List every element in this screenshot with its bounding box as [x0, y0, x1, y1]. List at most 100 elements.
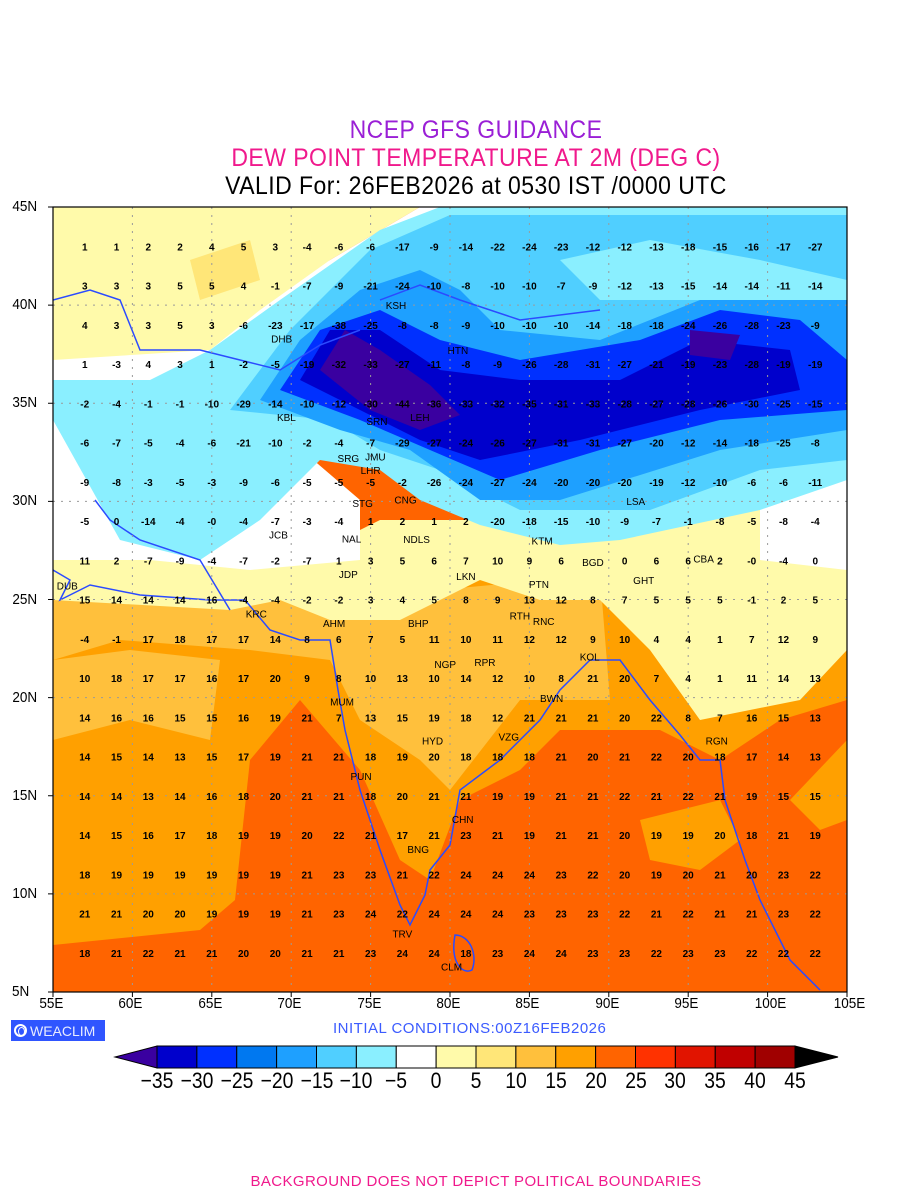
grid-value: -15 [713, 242, 728, 253]
grid-value: -16 [744, 242, 759, 253]
grid-value: 11 [79, 556, 90, 567]
grid-value: -14 [808, 282, 823, 293]
station-label: LEH [410, 413, 429, 424]
grid-value: 17 [238, 635, 250, 646]
grid-value: 21 [619, 753, 631, 764]
grid-value: 21 [556, 713, 568, 724]
grid-value: -4 [334, 517, 343, 528]
grid-value: 5 [241, 242, 247, 253]
grid-value: 10 [365, 674, 377, 685]
boundaries-disclaimer: BACKGROUND DOES NOT DEPICT POLITICAL BOU… [250, 1173, 702, 1190]
grid-value: 23 [460, 831, 472, 842]
grid-value: 11 [746, 674, 757, 685]
grid-value: 18 [79, 949, 91, 960]
grid-value: 12 [556, 635, 568, 646]
station-label: BGD [582, 558, 604, 569]
grid-value: 23 [556, 910, 568, 921]
grid-value: 10 [619, 635, 631, 646]
grid-value: -2 [398, 478, 407, 489]
station-label: MUM [330, 697, 354, 708]
grid-value: 6 [654, 556, 660, 567]
grid-value: 14 [778, 674, 790, 685]
lat-label: 45N [12, 198, 38, 215]
grid-value: 21 [79, 910, 91, 921]
grid-value: -7 [303, 556, 312, 567]
station-label: RGN [706, 737, 728, 748]
grid-value: 18 [460, 753, 472, 764]
colorbar-label: 5 [470, 1068, 482, 1093]
grid-value: -6 [747, 478, 756, 489]
grid-value: -7 [652, 517, 661, 528]
station-label: TRV [392, 929, 412, 940]
lat-label: 15N [12, 786, 38, 804]
grid-value: 10 [492, 556, 504, 567]
grid-value: -8 [430, 321, 439, 332]
grid-value: -6 [207, 439, 216, 450]
grid-value: 21 [333, 949, 345, 960]
grid-value: 21 [302, 792, 314, 803]
grid-point-values: 1 1 2 2 4 5 3 -4 -6 -6 -17 -9 -14 -22 -24 -23 -12 -12 -13-… [79, 242, 823, 960]
grid-value: 5 [400, 556, 406, 567]
grid-value: 2 [177, 242, 183, 253]
grid-value: 22 [143, 949, 155, 960]
shaded-field [53, 207, 847, 992]
grid-value: -8 [716, 517, 725, 528]
grid-value: 19 [270, 870, 282, 881]
grid-value: 17 [238, 674, 250, 685]
grid-value: 21 [333, 792, 345, 803]
grid-value: 17 [174, 831, 186, 842]
grid-value: 21 [302, 949, 314, 960]
grid-value: 18 [174, 635, 186, 646]
grid-value: 16 [238, 713, 250, 724]
grid-value: 4 [685, 635, 691, 646]
grid-value: 7 [654, 674, 660, 685]
grid-value: 14 [111, 792, 123, 803]
grid-value: -18 [522, 517, 537, 528]
station-label: CNG [394, 496, 416, 507]
grid-value: -20 [490, 517, 505, 528]
grid-value: -12 [332, 399, 347, 410]
grid-value: 17 [143, 635, 155, 646]
grid-value: 15 [810, 792, 822, 803]
grid-value: 6 [431, 556, 437, 567]
grid-value: 9 [590, 635, 596, 646]
lon-label: 65E [198, 995, 223, 1012]
grid-value: -2 [239, 360, 248, 371]
grid-value: -24 [459, 478, 474, 489]
grid-value: 14 [111, 596, 123, 607]
colorbar-label: 45 [784, 1068, 806, 1093]
colorbar-label: 10 [505, 1068, 527, 1093]
grid-value: 21 [206, 949, 218, 960]
grid-value: 13 [365, 713, 377, 724]
grid-value: 3 [145, 282, 151, 293]
grid-value: 23 [683, 949, 695, 960]
grid-value: -18 [617, 321, 632, 332]
grid-value: -25 [363, 321, 378, 332]
grid-value: 6 [685, 556, 691, 567]
grid-value: -4 [239, 596, 248, 607]
grid-value: 23 [556, 870, 568, 881]
station-label: JMU [365, 452, 386, 463]
grid-value: 22 [619, 910, 631, 921]
grid-value: 4 [400, 596, 406, 607]
grid-value: 18 [714, 753, 726, 764]
grid-value: 21 [778, 831, 790, 842]
grid-value: -20 [554, 478, 569, 489]
grid-value: 22 [746, 949, 758, 960]
grid-value: -29 [236, 399, 251, 410]
grid-value: 19 [238, 910, 250, 921]
grid-value: 22 [651, 713, 663, 724]
grid-value: 22 [587, 870, 599, 881]
grid-value: 9 [527, 556, 533, 567]
grid-value: 20 [683, 753, 695, 764]
grid-value: 22 [651, 949, 663, 960]
grid-value: -21 [236, 439, 251, 450]
grid-value: 19 [651, 870, 663, 881]
grid-value: -5 [144, 439, 153, 450]
grid-value: 24 [460, 910, 472, 921]
grid-value: -33 [459, 399, 474, 410]
grid-value: 23 [365, 949, 377, 960]
grid-value: -27 [617, 360, 632, 371]
grid-value: -12 [617, 242, 632, 253]
grid-value: 21 [174, 949, 186, 960]
